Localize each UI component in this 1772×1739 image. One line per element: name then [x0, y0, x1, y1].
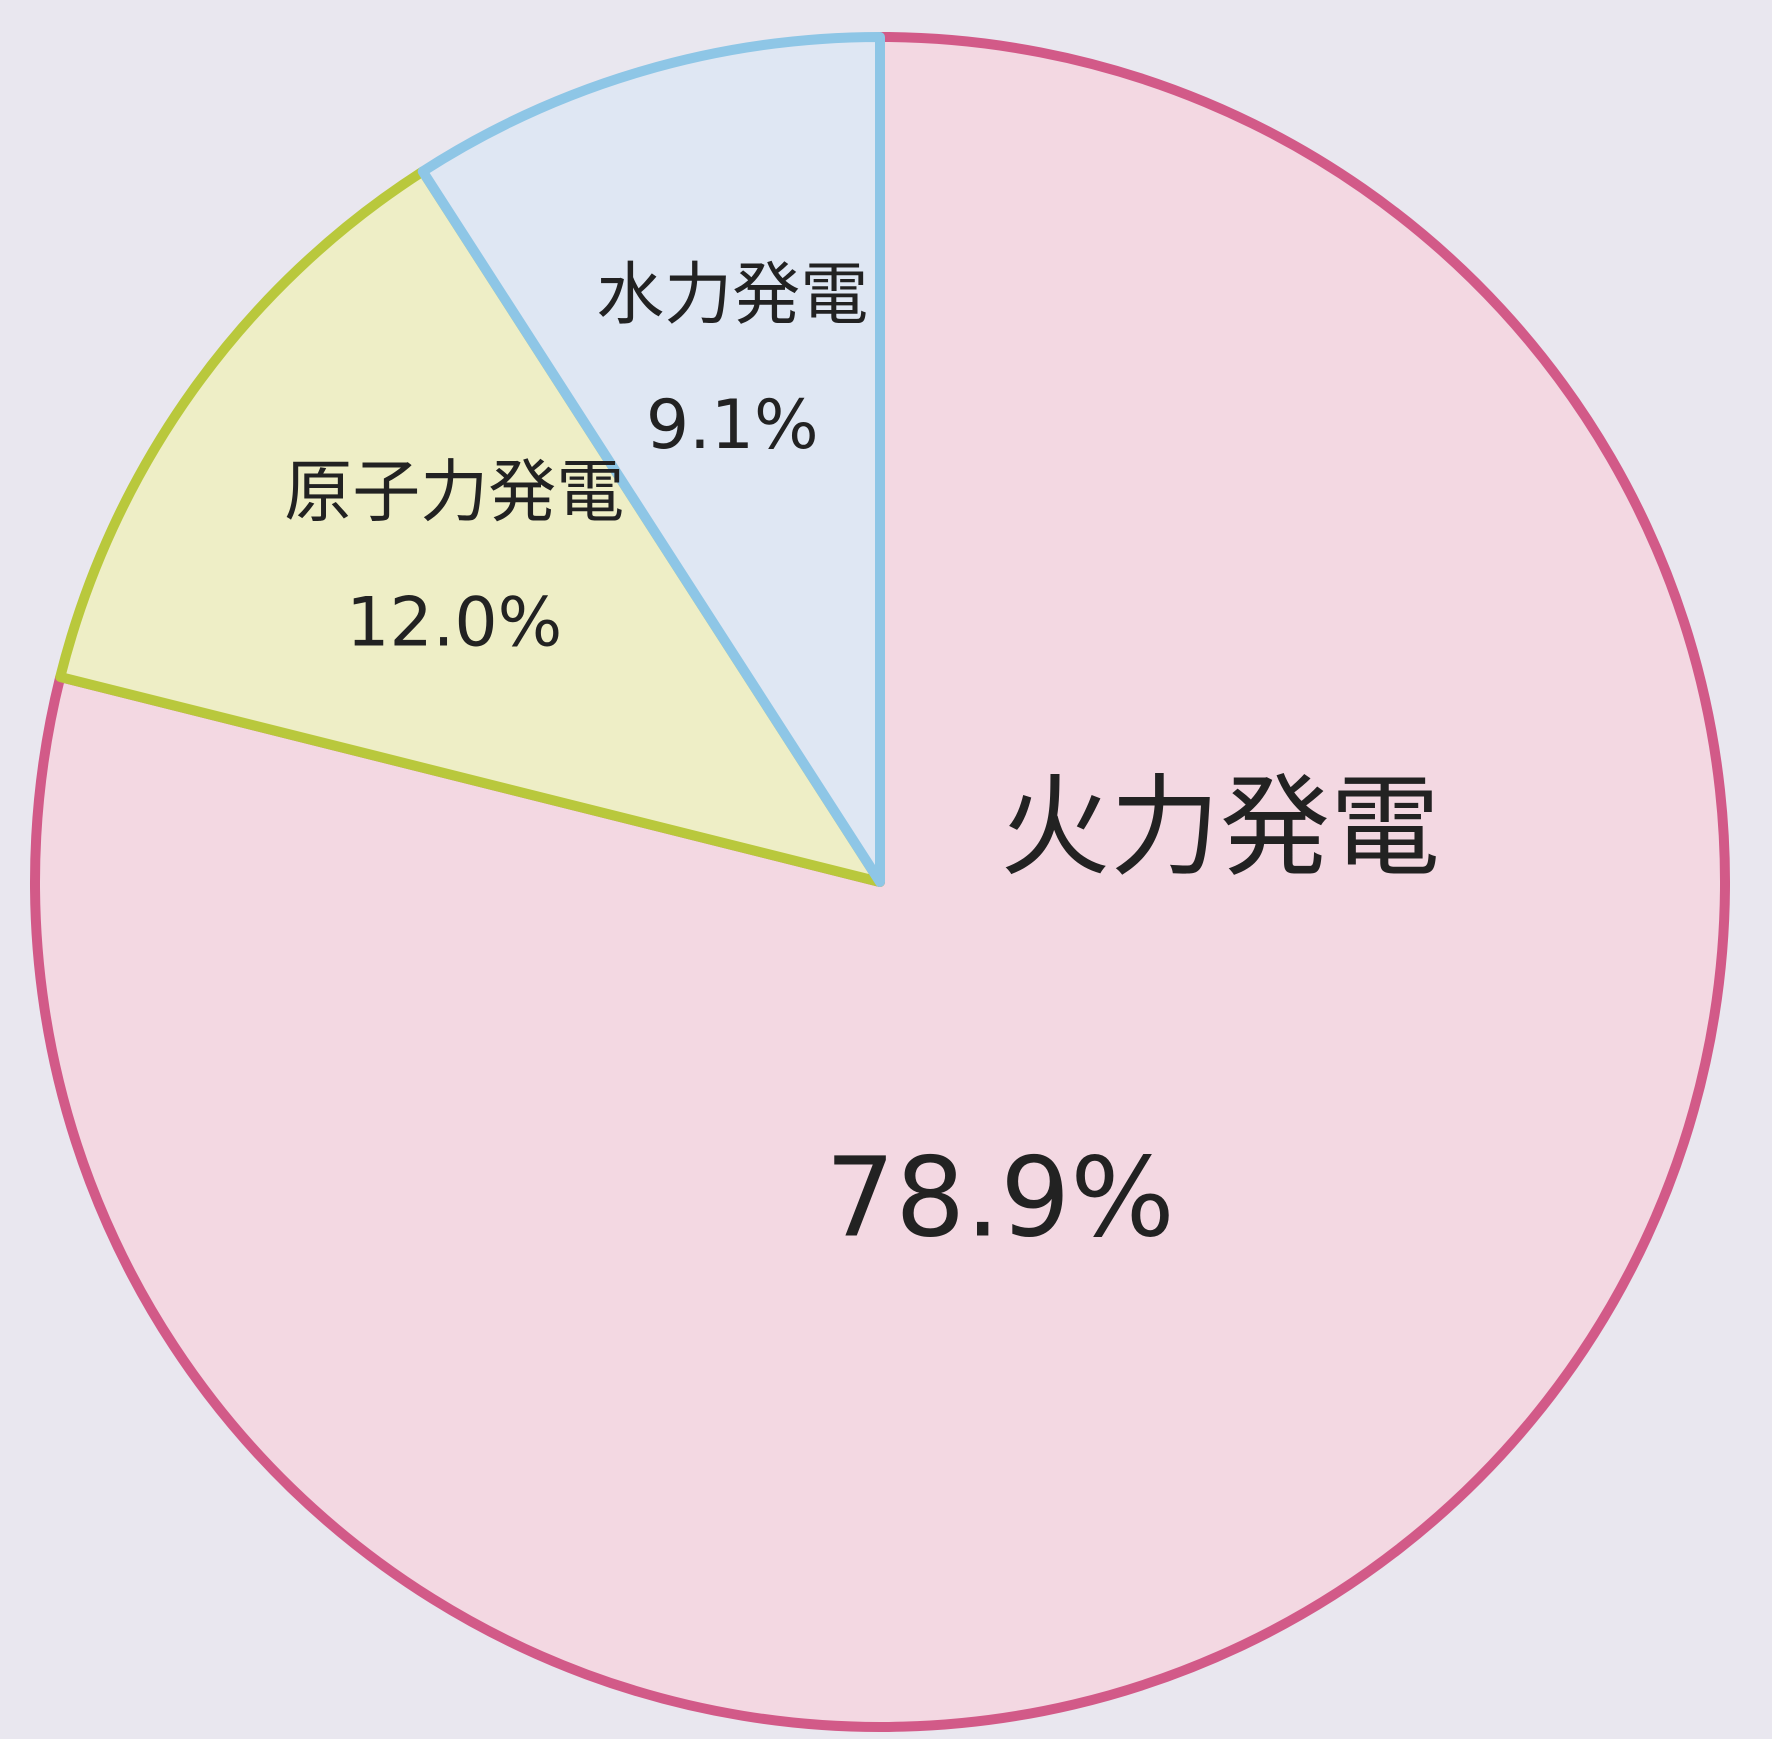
value-label: 12.0% [346, 583, 562, 662]
slice-label: 火力発電 [1000, 763, 1440, 891]
slice-label: 原子力発電 [284, 453, 624, 532]
pie-slice [417, 32, 885, 887]
slice-label: 水力発電 [596, 256, 868, 335]
pie-slice [55, 166, 885, 887]
value-label: 78.9% [825, 1133, 1174, 1261]
value-label: 9.1% [646, 386, 819, 465]
